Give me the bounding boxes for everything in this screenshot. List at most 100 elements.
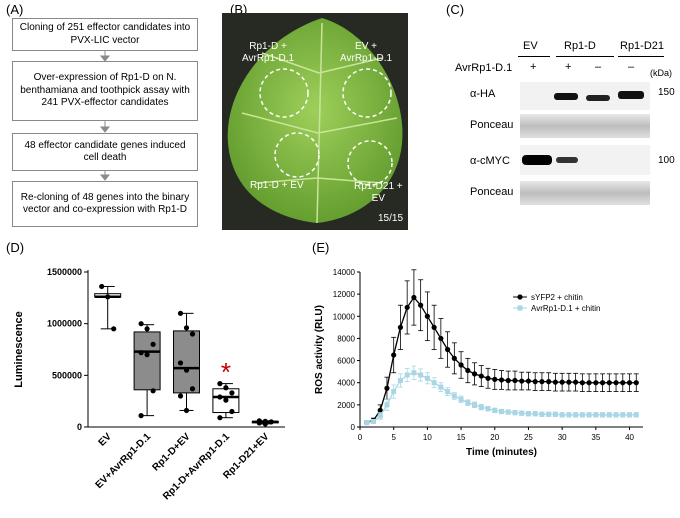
y-tick-label: 1000000 [47, 319, 82, 329]
data-point [223, 385, 229, 391]
data-point [189, 331, 196, 337]
data-point [478, 404, 484, 410]
flow-step: Cloning of 251 effector candidates into … [12, 18, 198, 51]
data-point [183, 367, 190, 373]
data-point [451, 393, 457, 399]
y-tick-label: 10000 [333, 312, 356, 321]
data-point [620, 380, 626, 386]
ponceau-stain [520, 114, 650, 138]
x-tick-label: 40 [625, 433, 634, 442]
blot-column: EV [523, 40, 538, 52]
data-point [606, 412, 612, 418]
data-point [391, 352, 397, 358]
data-point [579, 380, 585, 386]
data-point [229, 390, 235, 396]
blot-row: Ponceau [470, 119, 514, 131]
data-point [144, 326, 150, 332]
blot-row: Ponceau [470, 186, 514, 198]
data-point [150, 388, 156, 394]
data-point [424, 375, 430, 381]
data-point [377, 407, 383, 413]
x-tick-label: 0 [358, 433, 363, 442]
leaf-count: 15/15 [378, 213, 404, 224]
data-point [183, 407, 190, 414]
flow-step: 48 effector candidate genes induced cell… [12, 133, 198, 171]
panel-label: (E) [312, 240, 330, 255]
x-tick-label: Rp1-D+AvrRp1-D.1 [161, 431, 232, 502]
x-tick-label: 30 [558, 433, 567, 442]
y-tick-label: 0 [77, 422, 82, 432]
data-point [138, 350, 144, 356]
data-point [177, 310, 184, 316]
data-point [177, 360, 184, 366]
data-point [559, 379, 565, 385]
data-point [144, 352, 150, 358]
data-point [451, 355, 457, 361]
leaf-photo: Rp1-D + AvrRp1-D.1 EV + AvrRp1-D.1 Rp1-D… [222, 13, 408, 230]
column-rule [518, 56, 550, 57]
data-point [217, 415, 223, 421]
blot-column: Rp1-D21 [620, 40, 665, 52]
y-tick-label: 0 [351, 423, 356, 432]
box [173, 330, 200, 394]
y-tick-label: 14000 [333, 268, 356, 277]
x-axis-label: Time (minutes) [466, 447, 537, 458]
data-point [465, 400, 471, 406]
panel-label: (D) [6, 240, 25, 255]
y-axis-label: ROS activity (RLU) [314, 305, 325, 394]
data-point [384, 385, 390, 391]
blot-row: α-HA [470, 88, 496, 100]
data-point [438, 335, 444, 342]
x-tick-label: EV [97, 431, 114, 448]
data-point [627, 412, 633, 418]
y-tick-label: 1500000 [47, 267, 82, 277]
data-point [99, 283, 105, 290]
data-point [431, 380, 437, 386]
blot-membrane [520, 145, 650, 175]
data-point [546, 379, 552, 385]
x-tick-label: 15 [457, 433, 466, 442]
sign: + [565, 61, 572, 73]
data-point [512, 410, 518, 416]
y-tick-label: 4000 [337, 379, 355, 388]
data-point [364, 420, 370, 426]
blot-membrane [520, 82, 650, 110]
data-point [377, 413, 383, 419]
data-point [492, 376, 498, 382]
data-point [404, 304, 410, 311]
data-point [111, 326, 117, 332]
data-point [472, 402, 478, 408]
blot-column: Rp1-D [564, 40, 596, 52]
size-marker: 100 [658, 155, 675, 166]
x-tick-label: 35 [591, 433, 600, 442]
sign: – [595, 61, 602, 73]
data-point [499, 409, 504, 414]
data-point [444, 346, 451, 353]
data-point [600, 412, 606, 418]
x-tick-label: 20 [490, 433, 499, 442]
y-tick-label: 2000 [337, 401, 355, 410]
data-point [445, 389, 451, 395]
data-point [458, 362, 464, 368]
leaf-drawing [227, 18, 403, 224]
data-point [256, 420, 262, 426]
column-rule [556, 56, 614, 57]
data-point [552, 379, 559, 385]
data-point [370, 418, 376, 424]
data-point [505, 377, 511, 384]
ponceau-stain [520, 181, 650, 205]
data-point [539, 379, 545, 385]
data-point [431, 324, 437, 330]
panel-label: (A) [6, 2, 24, 17]
leaf-label: Rp1-D + EV [250, 180, 304, 191]
annotation: * [221, 357, 231, 387]
data-point [105, 294, 111, 300]
x-tick-label: 25 [524, 433, 533, 442]
y-tick-label: 8000 [337, 334, 355, 343]
y-axis-label: Luminescence [13, 311, 25, 387]
data-point [566, 379, 572, 385]
x-tick-label: Rp1-D+EV [150, 431, 192, 473]
data-point [424, 313, 430, 319]
data-point [633, 380, 639, 386]
